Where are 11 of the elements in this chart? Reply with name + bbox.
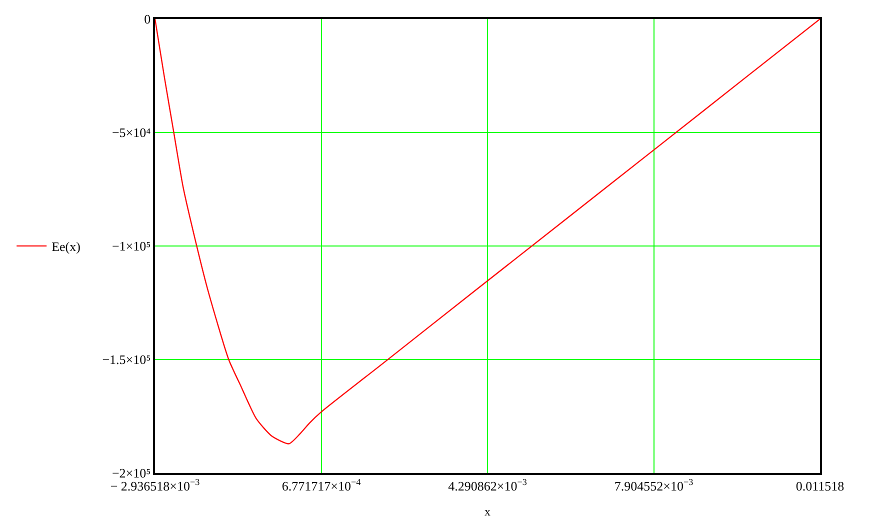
x-tick-label: 6.771717×10$^{−4}$ <box>282 476 362 494</box>
x-axis-title: x <box>484 504 490 519</box>
x-tick-label: 4.290862×10$^{−3}$ <box>448 476 528 494</box>
legend-label: Ee(x) <box>52 239 80 254</box>
y-tick-label: 0 <box>144 12 151 27</box>
x-tick-label: 7.904552×10$^{−3}$ <box>614 476 694 494</box>
line-series <box>155 19 820 444</box>
y-tick-label: −5×10⁴ <box>112 125 152 140</box>
y-tick-label: −1.5×10⁵ <box>102 352 151 368</box>
y-tick-label: −1×10⁵ <box>112 238 151 254</box>
x-tick-label: 0.011518 <box>796 478 844 494</box>
